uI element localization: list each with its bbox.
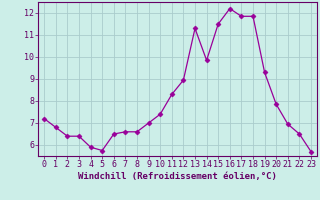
X-axis label: Windchill (Refroidissement éolien,°C): Windchill (Refroidissement éolien,°C) — [78, 172, 277, 181]
